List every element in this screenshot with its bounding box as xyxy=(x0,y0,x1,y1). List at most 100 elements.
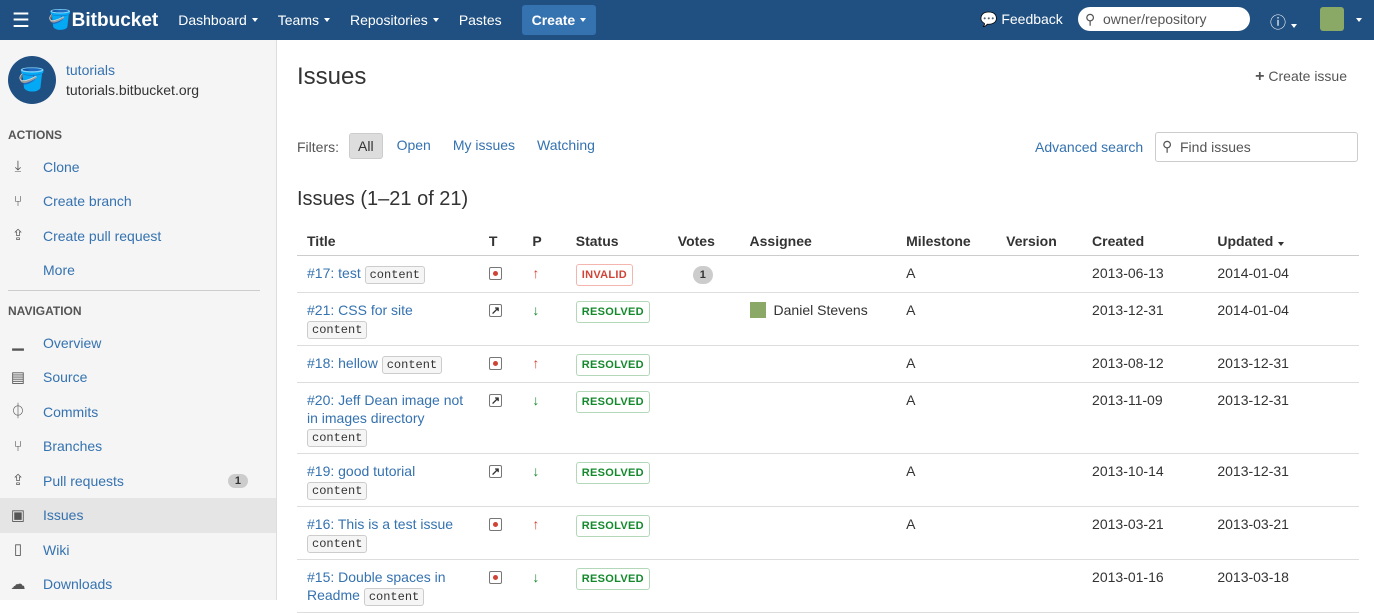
priority-major-icon: ↑ xyxy=(532,516,540,532)
component-tag[interactable]: content xyxy=(307,429,368,447)
actions-heading: ACTIONS xyxy=(8,128,62,142)
updated-date: 2013-12-31 xyxy=(1207,453,1359,507)
component-tag[interactable]: content xyxy=(363,588,425,606)
table-row: #20: Jeff Dean image not in images direc… xyxy=(297,382,1359,454)
nav-pastes[interactable]: Pastes xyxy=(458,12,502,28)
sidebar-item-issues[interactable]: ▣ Issues xyxy=(0,497,276,533)
sidebar-item-label: Overview xyxy=(43,334,102,351)
bitbucket-logo[interactable]: 🪣Bitbucket xyxy=(48,10,159,31)
avatar[interactable] xyxy=(1320,7,1344,31)
version xyxy=(996,559,1083,613)
priority-minor-icon: ↓ xyxy=(532,569,540,585)
version xyxy=(996,345,1083,383)
created-date: 2013-12-31 xyxy=(1082,292,1208,346)
table-row: #16: This is a test issue content ↑ RESO… xyxy=(297,506,1359,560)
sidebar-item-pull-requests[interactable]: ⇪ Pull requests 1 xyxy=(0,463,276,498)
updated-date: 2013-03-21 xyxy=(1207,506,1359,560)
help-icon[interactable]: ⓘ xyxy=(1270,9,1298,33)
enhancement-type-icon xyxy=(488,463,502,481)
branch-icon: ⑂ xyxy=(13,437,23,455)
filter-all[interactable]: All xyxy=(349,133,383,159)
search-icon: ⚲ xyxy=(1085,11,1096,27)
table-row: #15: Double spaces in Readme content ↓ R… xyxy=(297,559,1359,613)
milestone: A xyxy=(896,453,997,507)
sidebar-item-branches[interactable]: ⑂ Branches xyxy=(0,429,276,464)
sidebar-item-overview[interactable]: ▁ Overview xyxy=(0,325,276,360)
issue-title-link[interactable]: #20: Jeff Dean image not in images direc… xyxy=(307,392,464,426)
sidebar-item-clone[interactable]: ⤓ Clone xyxy=(0,149,276,184)
version xyxy=(996,255,1083,293)
priority-major-icon: ↑ xyxy=(532,355,540,371)
sidebar-item-wiki[interactable]: ▯ Wiki xyxy=(0,532,276,567)
column-status[interactable]: Status xyxy=(565,230,668,256)
commit-icon: ⏀ xyxy=(10,403,26,420)
sidebar-item-create-pull-request[interactable]: ⇪ Create pull request xyxy=(0,218,276,253)
updated-date: 2013-12-31 xyxy=(1207,382,1359,454)
pull-request-add-icon: ⇪ xyxy=(11,227,25,244)
component-tag[interactable]: content xyxy=(381,356,443,374)
file-icon: ▤ xyxy=(10,368,26,386)
nav-repositories[interactable]: Repositories xyxy=(340,0,449,40)
updated-date: 2013-03-18 xyxy=(1207,559,1359,613)
version xyxy=(996,453,1083,507)
issues-count-heading: Issues (1–21 of 21) xyxy=(297,188,469,210)
created-date: 2013-08-12 xyxy=(1082,345,1208,383)
component-tag[interactable]: content xyxy=(364,266,426,284)
issue-title-link[interactable]: #19: good tutorial xyxy=(307,463,416,479)
created-date: 2013-01-16 xyxy=(1082,559,1208,613)
status-badge: RESOLVED xyxy=(575,462,650,484)
milestone: A xyxy=(896,506,997,560)
column-assignee[interactable]: Assignee xyxy=(739,230,897,256)
sidebar-item-create-branch[interactable]: ⑂ Create branch xyxy=(0,184,276,219)
version xyxy=(996,292,1083,346)
sidebar-item-label: Issues xyxy=(43,507,84,523)
issue-title-link[interactable]: #18: hellow xyxy=(307,355,378,371)
sidebar-item-more[interactable]: More xyxy=(0,253,276,288)
version xyxy=(996,382,1083,454)
advanced-search-link[interactable]: Advanced search xyxy=(1035,139,1144,155)
menu-icon[interactable]: ☰ xyxy=(12,9,30,32)
status-badge: RESOLVED xyxy=(575,301,650,323)
repo-search-input[interactable]: ⚲ owner/repository xyxy=(1078,7,1250,31)
filter-watching[interactable]: Watching xyxy=(537,137,595,153)
issue-title-link[interactable]: #21: CSS for site xyxy=(307,302,413,318)
filter-my-issues[interactable]: My issues xyxy=(452,137,516,153)
sidebar-item-source[interactable]: ▤ Source xyxy=(0,360,276,395)
filter-open[interactable]: Open xyxy=(396,137,431,153)
issue-title-link[interactable]: #17: test xyxy=(307,265,361,281)
bug-type-icon xyxy=(488,518,502,531)
column-created[interactable]: Created xyxy=(1082,230,1208,256)
issue-title-link[interactable]: #15: Double spaces in Readme xyxy=(307,569,446,603)
issues-icon: ▣ xyxy=(10,506,26,524)
sidebar-item-label: Wiki xyxy=(43,541,70,558)
assignee-name: Daniel Stevens xyxy=(773,302,868,318)
nav-dashboard[interactable]: Dashboard xyxy=(168,0,268,40)
issue-title-link[interactable]: #16: This is a test issue xyxy=(307,516,454,532)
sidebar-item-label: Pull requests xyxy=(43,472,124,489)
status-badge: RESOLVED xyxy=(575,391,650,413)
component-tag[interactable]: content xyxy=(307,535,368,553)
priority-minor-icon: ↓ xyxy=(532,392,540,408)
create-issue-button[interactable]: + Create issue xyxy=(1255,68,1347,85)
column-title[interactable]: Title xyxy=(297,230,479,256)
column-p[interactable]: P xyxy=(522,230,566,256)
column-t[interactable]: T xyxy=(478,230,523,256)
repo-name-link[interactable]: tutorials xyxy=(66,62,116,78)
milestone: A xyxy=(896,345,997,383)
table-row: #18: hellow content ↑ RESOLVED A 2013-08… xyxy=(297,345,1359,383)
nav-teams[interactable]: Teams xyxy=(268,0,340,40)
sidebar-item-commits[interactable]: ⏀ Commits xyxy=(0,394,276,429)
component-tag[interactable]: content xyxy=(307,321,368,339)
sidebar-item-label: Branches xyxy=(43,438,103,454)
feedback-link[interactable]: 💬 Feedback xyxy=(980,11,1063,27)
column-version[interactable]: Version xyxy=(996,230,1083,256)
create-button[interactable]: Create xyxy=(521,5,597,35)
column-milestone[interactable]: Milestone xyxy=(896,230,997,256)
component-tag[interactable]: content xyxy=(307,482,368,500)
column-updated[interactable]: Updated xyxy=(1207,230,1359,256)
column-votes[interactable]: Votes xyxy=(667,230,740,256)
avatar-caret-icon[interactable] xyxy=(1356,18,1362,22)
updated-date: 2014-01-04 xyxy=(1207,292,1359,346)
find-issues-input[interactable]: ⚲ Find issues xyxy=(1155,132,1358,162)
sidebar-item-downloads[interactable]: ☁ Downloads xyxy=(0,567,276,602)
